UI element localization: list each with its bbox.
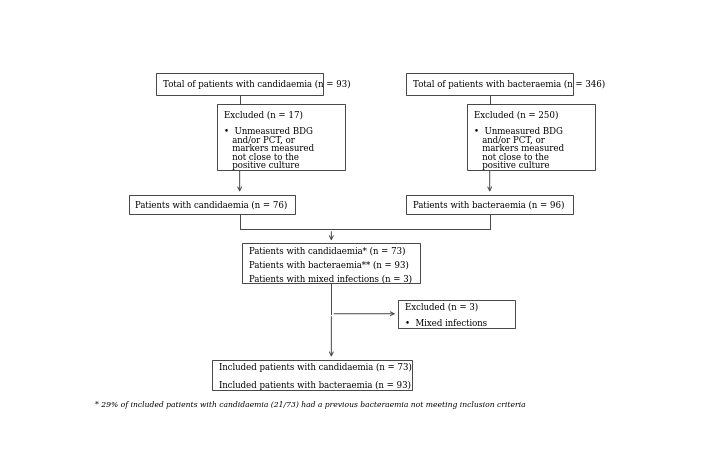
Bar <box>398 300 515 328</box>
Text: Patients with bacteraemia (n = 96): Patients with bacteraemia (n = 96) <box>413 201 564 210</box>
Text: •  Unmeasured BDG: • Unmeasured BDG <box>224 127 313 136</box>
Bar <box>156 73 323 95</box>
Text: markers measured: markers measured <box>224 144 314 153</box>
Text: Patients with candidaemia (n = 76): Patients with candidaemia (n = 76) <box>136 201 288 210</box>
Text: and/or PCT, or: and/or PCT, or <box>224 136 295 145</box>
Text: Excluded (n = 3): Excluded (n = 3) <box>404 302 478 311</box>
Bar <box>217 104 346 170</box>
Text: Total of patients with bacteraemia (n = 346): Total of patients with bacteraemia (n = … <box>413 80 605 89</box>
Text: Excluded (n = 250): Excluded (n = 250) <box>474 111 559 119</box>
Text: not close to the: not close to the <box>224 153 299 162</box>
Text: positive culture: positive culture <box>224 161 300 170</box>
Text: Total of patients with candidaemia (n = 93): Total of patients with candidaemia (n = … <box>163 80 351 89</box>
Text: Included patients with candidaemia (n = 73): Included patients with candidaemia (n = … <box>219 363 412 372</box>
Text: Included patients with bacteraemia (n = 93): Included patients with bacteraemia (n = … <box>219 381 411 390</box>
Bar <box>467 104 595 170</box>
Bar <box>242 243 420 283</box>
Text: Patients with bacteraemia** (n = 93): Patients with bacteraemia** (n = 93) <box>249 260 409 269</box>
Text: * 29% of included patients with candidaemia (21/73) had a previous bacteraemia n: * 29% of included patients with candidae… <box>95 401 526 408</box>
Text: positive culture: positive culture <box>474 161 550 170</box>
Text: markers measured: markers measured <box>474 144 564 153</box>
Text: and/or PCT, or: and/or PCT, or <box>474 136 545 145</box>
Text: •  Mixed infections: • Mixed infections <box>404 319 487 328</box>
Text: •  Unmeasured BDG: • Unmeasured BDG <box>474 127 563 136</box>
Bar <box>407 195 573 214</box>
Text: not close to the: not close to the <box>474 153 549 162</box>
Text: Patients with mixed infections (n = 3): Patients with mixed infections (n = 3) <box>249 274 412 284</box>
Bar <box>128 195 295 214</box>
Text: Excluded (n = 17): Excluded (n = 17) <box>224 111 303 119</box>
Bar <box>407 73 573 95</box>
Bar <box>212 360 412 390</box>
Text: Patients with candidaemia* (n = 73): Patients with candidaemia* (n = 73) <box>249 246 406 255</box>
